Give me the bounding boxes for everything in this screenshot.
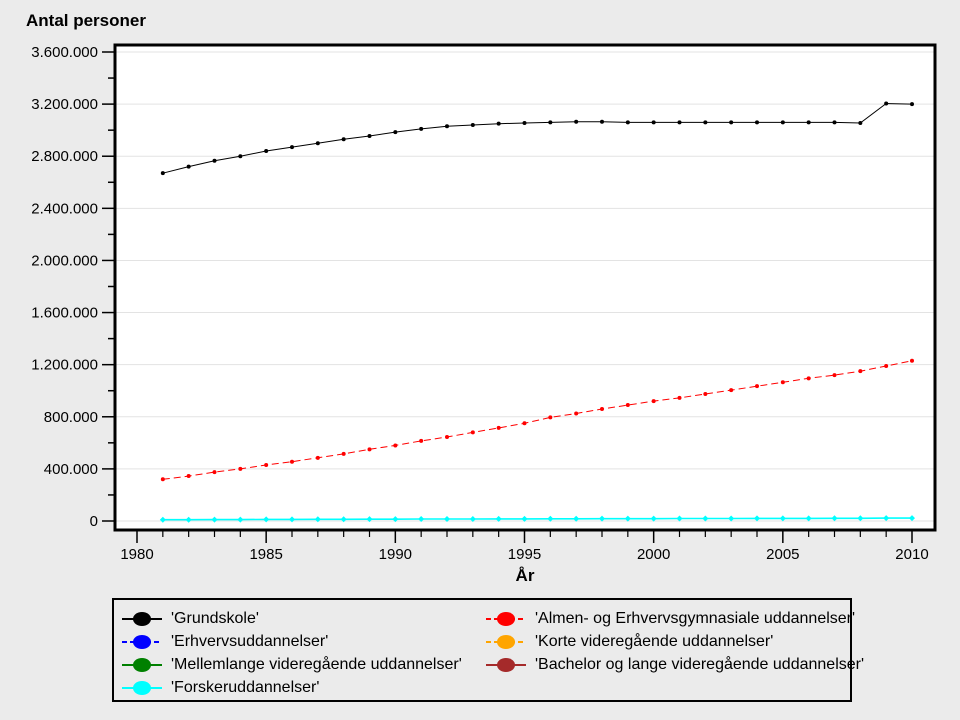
series-grundskole	[160, 101, 914, 176]
x-tick-label: 2005	[766, 546, 799, 563]
legend-marker-icon	[122, 634, 162, 649]
x-tick-label: 1980	[120, 546, 153, 563]
legend-item: 'Korte videregående uddannelser'	[486, 630, 864, 653]
y-tick-label: 3.200.000	[31, 96, 98, 113]
legend-item: 'Almen- og Erhvervsgymnasiale uddannelse…	[486, 607, 864, 630]
legend-marker-icon	[486, 611, 526, 626]
legend-marker-icon	[122, 611, 162, 626]
y-tick-label: 0	[90, 513, 98, 530]
legend-marker-icon	[486, 657, 526, 672]
legend-item: 'Mellemlange videregående uddannelser'	[122, 653, 462, 676]
y-tick-label: 400.000	[44, 461, 98, 478]
y-tick-label: 1.600.000	[31, 305, 98, 322]
chart-title: Antal personer	[26, 11, 146, 30]
series-forskeruddannelser	[159, 515, 915, 523]
legend-item: 'Erhvervsuddannelser'	[122, 630, 462, 653]
legend-item-label: 'Grundskole'	[171, 609, 259, 627]
legend-item-label: 'Korte videregående uddannelser'	[535, 632, 774, 650]
y-tick-label: 800.000	[44, 409, 98, 426]
legend-box: 'Grundskole' 'Erhvervsuddannelser' 'Mellem…	[112, 598, 864, 702]
plot-area: 0 400.000 800.000 1.200.000 1.600.000 2.000.0…	[31, 43, 937, 563]
y-tick-label: 1.200.000	[31, 357, 98, 374]
x-tick-label: 2000	[637, 546, 670, 563]
legend-marker-icon	[486, 634, 526, 649]
series-almen-og-erhvervsgymnasiale	[160, 358, 914, 482]
y-tick-label: 2.800.000	[31, 148, 98, 165]
legend-item: 'Forskeruddannelser'	[122, 676, 462, 699]
legend-item-label: 'Almen- og Erhvervsgymnasiale uddannelse…	[535, 609, 856, 627]
legend-item-label: 'Erhvervsuddannelser'	[171, 632, 329, 650]
x-axis: 1980 1985 1990 1995 2000 2005 2010	[120, 530, 929, 563]
legend-column-right: 'Almen- og Erhvervsgymnasiale uddannelse…	[486, 607, 864, 676]
legend-item-label: 'Mellemlange videregående uddannelser'	[171, 655, 462, 673]
legend-item: 'Bachelor og lange videregående uddannel…	[486, 653, 864, 676]
legend-item-label: 'Bachelor og lange videregående uddannel…	[535, 655, 865, 673]
x-tick-label: 1990	[379, 546, 412, 563]
y-tick-label: 2.000.000	[31, 252, 98, 269]
legend-item: 'Grundskole'	[122, 607, 462, 630]
legend-marker-icon	[122, 657, 162, 672]
plot-background	[115, 45, 935, 530]
x-tick-label: 2010	[895, 546, 928, 563]
y-tick-label: 3.600.000	[31, 44, 98, 61]
legend-column-left: 'Grundskole' 'Erhvervsuddannelser' 'Mellem…	[122, 607, 462, 699]
legend-marker-icon	[122, 680, 162, 695]
x-tick-label: 1995	[508, 546, 541, 563]
y-axis: 0 400.000 800.000 1.200.000 1.600.000 2.000.0…	[31, 44, 115, 530]
x-tick-label: 1985	[249, 546, 282, 563]
y-tick-label: 2.400.000	[31, 200, 98, 217]
x-axis-label: År	[515, 566, 535, 585]
legend-item-label: 'Forskeruddannelser'	[171, 678, 320, 696]
